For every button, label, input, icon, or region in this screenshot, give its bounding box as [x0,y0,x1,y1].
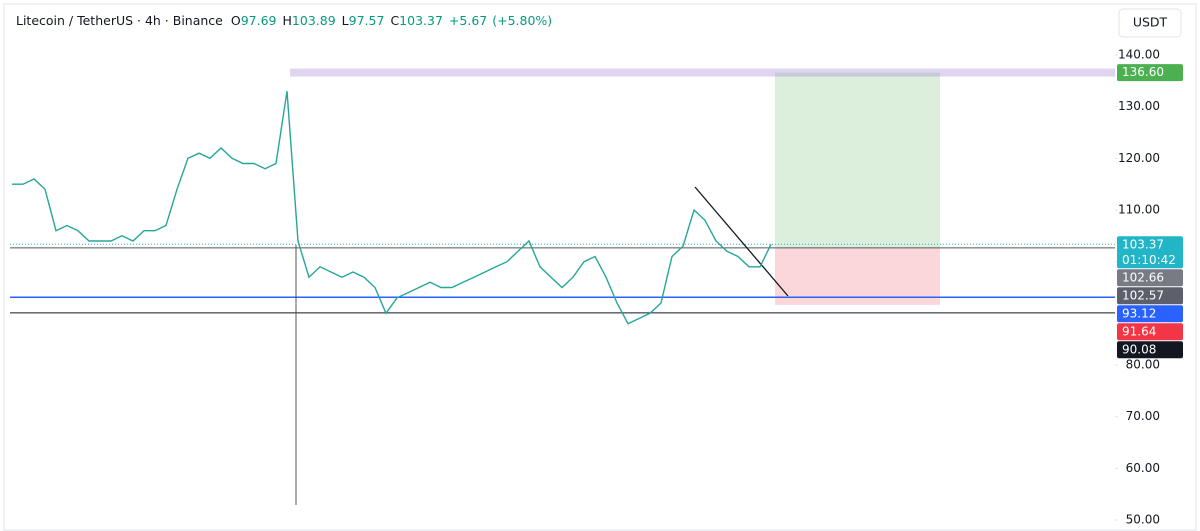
price-label-box [1117,269,1183,287]
currency[interactable]: USDT [1133,15,1168,30]
y-tick-label: 120.00 [1118,151,1160,165]
ohlc-letter: C [390,13,399,28]
y-tick-label: 110.00 [1118,203,1160,217]
y-tick-label: 70.00 [1126,409,1160,423]
price-label-box [1117,64,1183,82]
price-label-box [1117,236,1183,269]
price-label: 102.57 [1122,288,1164,302]
price-label: 93.12 [1122,306,1156,320]
target-zone [775,72,940,249]
trend-line [694,186,789,297]
y-tick-label: 80.00 [1126,358,1160,372]
y-tick-label: 50.00 [1126,513,1160,527]
price-label-box [1117,287,1183,305]
price-label: 136.60 [1122,65,1164,79]
price-label: 102.66 [1122,270,1164,284]
price-line [12,91,772,325]
ohlc-value: 97.69 [241,13,277,28]
y-tick-label: 60.00 [1126,461,1160,475]
stop-zone [775,248,940,305]
ohlc-letter: H [283,13,292,28]
price-label: 103.37 [1122,237,1164,251]
ohlc-letter: O [231,13,241,28]
symbol-title: Litecoin / TetherUS · 4h · Binance [16,13,223,28]
price-label-box [1117,341,1183,359]
change: +5.67 [449,13,487,28]
ohlc-value: 103.89 [292,13,336,28]
ohlc-value: 97.57 [349,13,385,28]
countdown: 01:10:42 [1122,253,1176,267]
price-label: 91.64 [1122,324,1156,338]
price-label-box [1117,323,1183,341]
change-pct: (+5.80%) [492,13,552,28]
y-tick-label: 140.00 [1118,48,1160,62]
price-label-box [1117,305,1183,323]
currency-button[interactable] [1118,8,1182,38]
price-label: 90.08 [1122,342,1156,356]
ohlc-letter: L [342,13,349,28]
y-tick-label: 130.00 [1118,99,1160,113]
resistance-band [290,68,1115,77]
ohlc-value: 103.37 [399,13,443,28]
header: Litecoin / TetherUS · 4h · Binance O97.69… [16,13,552,28]
